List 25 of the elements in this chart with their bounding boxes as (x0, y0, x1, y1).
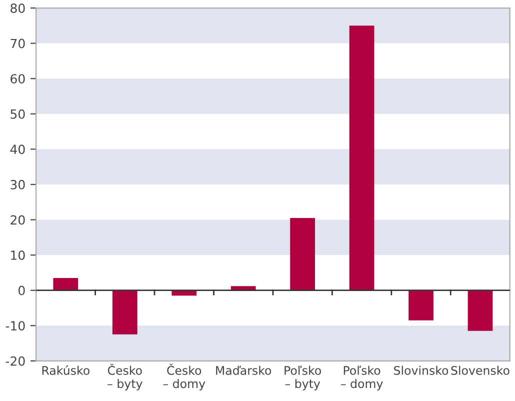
x-tick-label: Česko – domy (163, 364, 206, 390)
y-tick-label: 50 (10, 109, 25, 119)
y-tick-label: 70 (10, 38, 25, 48)
x-tick-label: Slovinsko (394, 366, 448, 375)
y-tick-label: 40 (10, 144, 25, 154)
x-tick-label: Rakúsko (42, 365, 90, 375)
bar (349, 26, 374, 290)
bar (53, 278, 78, 290)
bar (468, 290, 493, 331)
x-tick-label: Poľsko – byty (284, 366, 321, 390)
x-tick-label: Slovensko (451, 366, 510, 375)
x-tick-label: Česko – byty (108, 364, 142, 390)
bar (112, 290, 138, 334)
y-tick-label: 20 (10, 215, 25, 225)
x-tick-label: Maďarsko (216, 366, 272, 375)
y-tick-label: -10 (6, 321, 25, 331)
bar (290, 218, 315, 290)
bar (408, 290, 434, 320)
y-tick-label: 60 (10, 74, 25, 84)
y-tick-label: -20 (6, 356, 25, 366)
y-tick-label: 10 (11, 250, 25, 260)
x-tick-label: Poľsko – domy (340, 366, 383, 390)
y-tick-label: 80 (10, 3, 25, 13)
y-tick-label: 30 (10, 180, 25, 190)
y-tick-label: 0 (18, 286, 25, 296)
